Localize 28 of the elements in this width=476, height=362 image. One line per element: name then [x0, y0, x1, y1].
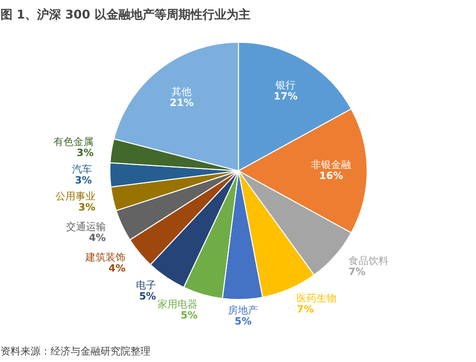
slice-label: 银行 [274, 80, 296, 92]
slice-label: 交通运输 [66, 220, 106, 233]
slice-label: 非银金融 [311, 158, 352, 171]
text: 资料来源：经济与金融研究院整理 [0, 346, 150, 358]
data-label: 4% [88, 232, 106, 244]
chart-title: 图 1、沪深 300 以金融地产等周期性行业为主 [0, 8, 250, 22]
slice-label: 电子 [136, 279, 156, 292]
data-label: 7% [296, 304, 314, 316]
data-label: 16% [319, 170, 344, 182]
slice-label: 建筑装饰 [84, 252, 126, 264]
slice-label: 其他 [172, 86, 192, 98]
data-label: 17% [274, 92, 298, 103]
slice-label: 有色金属 [54, 136, 94, 148]
slice-label: 家用电器 [158, 298, 198, 311]
data-label: 3% [76, 148, 94, 160]
slice-label: 医药生物 [296, 292, 337, 305]
slice-label: 公用事业 [55, 190, 96, 203]
data-label: 5% [234, 316, 252, 328]
data-label: 5% [139, 291, 156, 302]
data-label: 7% [348, 267, 366, 278]
data-label: 4% [108, 264, 126, 275]
data-label: 5% [180, 310, 198, 322]
slice-label: 房地产 [228, 304, 258, 316]
slice-label: 汽车 [72, 163, 92, 176]
data-label: 3% [74, 175, 92, 186]
data-label: 21% [170, 98, 194, 110]
slice-label: 食品饮料 [348, 255, 389, 268]
data-label: 3% [78, 202, 96, 214]
